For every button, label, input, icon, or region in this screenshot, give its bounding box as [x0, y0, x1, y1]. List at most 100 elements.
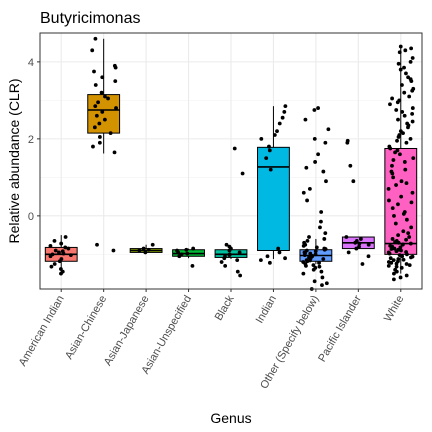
data-point	[354, 246, 359, 251]
data-point	[96, 100, 100, 105]
data-point	[401, 229, 406, 234]
data-point	[52, 262, 57, 266]
data-point	[392, 213, 396, 218]
data-point	[232, 146, 237, 151]
data-point	[401, 257, 406, 262]
data-point	[113, 65, 118, 70]
data-point	[388, 102, 392, 107]
data-point	[103, 94, 107, 99]
data-point	[324, 281, 329, 286]
data-point	[235, 258, 240, 263]
data-point	[391, 258, 396, 263]
data-point	[410, 119, 415, 124]
data-point	[316, 152, 321, 157]
data-point	[97, 121, 102, 126]
data-point	[100, 75, 105, 80]
data-point	[113, 79, 118, 84]
data-point	[276, 246, 281, 251]
data-point	[402, 65, 406, 70]
data-point	[280, 115, 285, 120]
data-point	[304, 165, 309, 170]
data-point	[68, 253, 73, 258]
data-point	[398, 275, 403, 280]
data-point	[410, 88, 415, 93]
data-point	[317, 260, 321, 265]
data-point	[93, 36, 98, 41]
data-point	[111, 248, 116, 253]
data-point	[92, 69, 96, 74]
data-point	[408, 77, 413, 82]
data-point	[179, 252, 184, 257]
box-2	[87, 94, 121, 134]
x-axis-title: Genus	[210, 410, 251, 426]
data-point	[93, 83, 98, 87]
data-point	[143, 250, 148, 255]
data-point	[259, 136, 264, 141]
y-tick-label: 4	[28, 57, 34, 69]
data-point	[396, 233, 401, 238]
data-point	[222, 256, 227, 261]
data-point	[313, 249, 318, 254]
data-point	[407, 94, 412, 99]
data-point	[400, 83, 404, 87]
data-point	[275, 129, 279, 134]
data-point	[390, 206, 395, 211]
data-point	[393, 240, 397, 244]
data-point	[97, 135, 102, 139]
data-point	[92, 125, 97, 130]
data-point	[314, 245, 319, 250]
data-point	[409, 225, 414, 230]
data-point	[392, 246, 397, 251]
data-point	[394, 269, 399, 274]
data-point	[175, 248, 179, 253]
data-point	[399, 248, 403, 253]
data-point	[94, 113, 99, 118]
data-point	[59, 257, 64, 261]
data-point	[396, 135, 401, 139]
data-point	[237, 250, 242, 255]
y-axis: 0 2 4	[28, 57, 40, 223]
data-point	[398, 44, 403, 49]
data-point	[307, 187, 312, 191]
data-point	[311, 263, 316, 268]
data-point	[137, 248, 142, 253]
data-point	[401, 131, 405, 135]
data-point	[396, 117, 400, 122]
data-point	[396, 61, 401, 66]
data-point	[387, 198, 391, 203]
data-point	[63, 235, 68, 239]
data-point	[366, 242, 371, 247]
data-point	[400, 110, 405, 114]
data-point	[59, 241, 64, 246]
data-point	[304, 264, 308, 268]
data-point	[308, 258, 312, 263]
data-point	[150, 242, 155, 247]
data-point	[404, 71, 408, 76]
data-point	[58, 267, 63, 271]
data-point	[277, 250, 282, 255]
data-point	[409, 46, 414, 51]
data-point	[311, 267, 316, 272]
data-point	[399, 265, 404, 270]
data-point	[408, 241, 413, 246]
data-point	[316, 106, 320, 110]
data-point	[272, 133, 277, 137]
data-point	[283, 104, 288, 109]
data-point	[344, 235, 349, 239]
data-point	[66, 246, 71, 251]
data-point	[353, 240, 358, 245]
data-point	[357, 241, 362, 246]
data-point	[397, 50, 402, 55]
data-point	[93, 104, 98, 109]
data-point	[312, 108, 317, 112]
chart-title: Butyricimonas	[40, 10, 140, 27]
data-point	[348, 163, 353, 168]
data-point	[48, 243, 53, 248]
data-point	[95, 242, 99, 247]
data-point	[97, 140, 102, 145]
data-point	[408, 136, 413, 141]
data-point	[108, 131, 113, 135]
data-point	[227, 253, 232, 258]
data-point	[265, 254, 270, 259]
data-point	[394, 108, 399, 112]
